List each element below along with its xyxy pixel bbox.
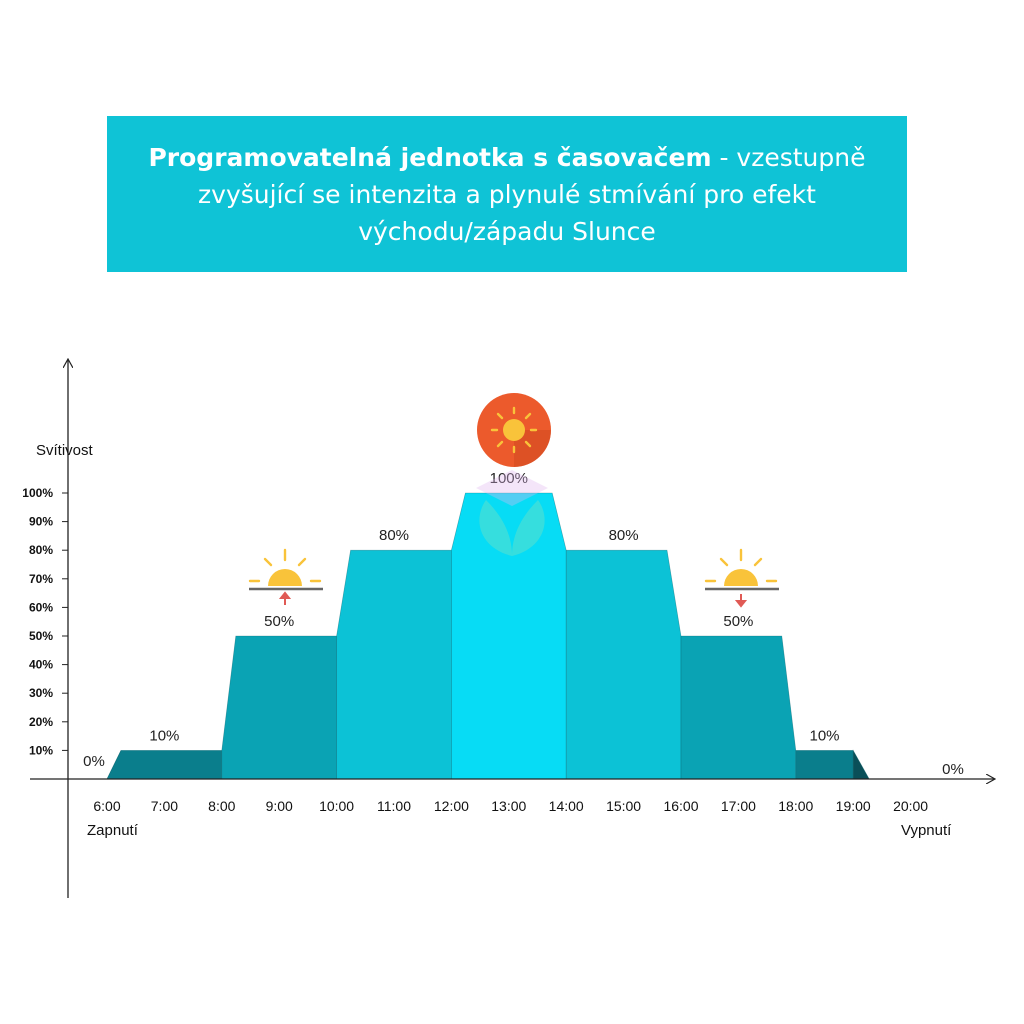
sunrise-icon [248, 548, 323, 605]
sunset-icon [704, 548, 779, 608]
x-tick-label: 6:00 [93, 798, 120, 814]
y-tick-label: 80% [29, 543, 53, 557]
y-tick-label: 40% [29, 658, 53, 672]
segment-label: 0% [942, 761, 964, 778]
y-tick-label: 60% [29, 600, 53, 614]
x-tick-label: 7:00 [151, 798, 178, 814]
title-banner: Programovatelná jednotka s časovačem - v… [107, 116, 907, 272]
y-tick-label: 10% [29, 743, 53, 757]
steps-layer [106, 492, 870, 780]
step-segment [221, 635, 337, 780]
y-tick-label: 90% [29, 515, 53, 529]
y-tick-label: 20% [29, 715, 53, 729]
segment-label: 10% [809, 727, 839, 744]
y-axis-label: Svítivost [36, 442, 94, 459]
axes-layer: Svítivost Zapnutí Vypnutí [30, 360, 994, 898]
page-title: Programovatelná jednotka s časovačem - v… [121, 139, 893, 250]
x-tick-label: 19:00 [836, 798, 871, 814]
segment-label: 10% [149, 727, 179, 744]
x-tick-label: 17:00 [721, 798, 756, 814]
x-tick-label: 8:00 [208, 798, 235, 814]
step-segment [680, 635, 797, 780]
x-tick-label: 15:00 [606, 798, 641, 814]
x-tick-label: 14:00 [549, 798, 584, 814]
x-tick-label: 10:00 [319, 798, 354, 814]
step-segment [336, 549, 452, 780]
step-segment [106, 750, 223, 780]
segment-label: 80% [609, 527, 639, 544]
labels-layer: 0% 10% 50% 80% 100% 80% 50% 10% 0% [83, 470, 964, 778]
y-tick-label: 70% [29, 572, 53, 586]
segment-label: 0% [83, 753, 105, 770]
y-tick-label: 100% [22, 486, 53, 500]
x-tick-label: 18:00 [778, 798, 813, 814]
ticks-layer: 10% 20% 30% 40% 50% 60% 70% 80% 90% 100% 6:00 7:00 8… [22, 486, 928, 814]
x-end-label: Vypnutí [901, 822, 952, 839]
x-tick-label: 16:00 [663, 798, 698, 814]
title-bold: Programovatelná jednotka s časovačem [148, 142, 712, 172]
step-segment [565, 549, 682, 780]
x-tick-label: 13:00 [491, 798, 526, 814]
segment-label: 50% [723, 613, 753, 630]
segment-label: 80% [379, 527, 409, 544]
title-rest: - vzestupně zvyšující se intenzita a ply… [198, 142, 866, 246]
segment-label: 100% [490, 470, 528, 487]
y-tick-label: 30% [29, 686, 53, 700]
x-tick-label: 11:00 [377, 798, 411, 814]
x-tick-label: 9:00 [266, 798, 293, 814]
segment-label: 50% [264, 613, 294, 630]
y-tick-label: 50% [29, 629, 53, 643]
x-start-label: Zapnutí [87, 822, 139, 839]
step-segment [852, 749, 870, 780]
watermark-leaf [476, 470, 548, 556]
x-tick-label: 12:00 [434, 798, 469, 814]
x-tick-label: 20:00 [893, 798, 928, 814]
sun-icon [477, 393, 551, 467]
step-segment [795, 750, 854, 780]
